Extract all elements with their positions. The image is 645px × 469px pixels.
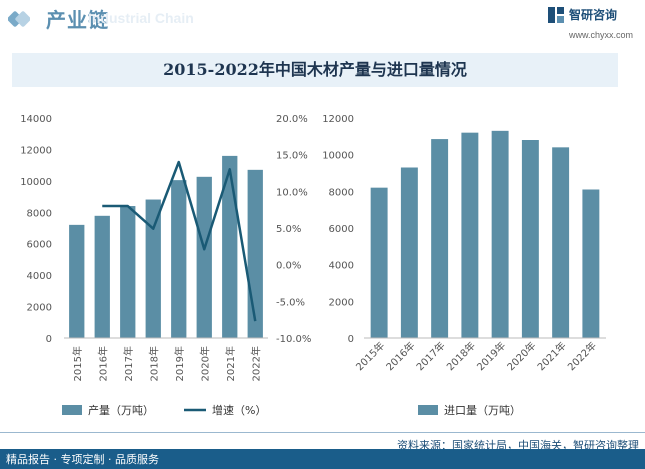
import-x-tick-label: 2021年: [534, 339, 568, 373]
production-bar: [94, 215, 110, 338]
production-chart: 0 2000 4000 6000 8000 10000 12000 14000 -10.0% -5…: [20, 114, 311, 417]
import-axis-tick-label: 6000: [329, 224, 354, 235]
left-axis-tick-label: 0: [46, 334, 52, 345]
import-chart: 0200040006000800010000120002015年2016年201…: [322, 114, 606, 417]
import-x-tick-label: 2020年: [504, 339, 538, 373]
import-x-tick-label: 2015年: [353, 339, 387, 373]
import-axis-tick-label: 4000: [329, 261, 354, 272]
footer-bar: 精品报告 · 专项定制 · 品质服务: [0, 449, 645, 469]
import-bar: [370, 187, 388, 338]
left-axis-tick-label: 14000: [20, 114, 52, 125]
import-x-tick-label: 2022年: [565, 339, 599, 373]
right-axis-tick-label: 5.0%: [276, 224, 301, 235]
page-title: 产业链: [46, 8, 109, 32]
left-axis-tick-label: 6000: [27, 240, 52, 251]
brand-logo: 智研咨询: [547, 6, 627, 24]
logo-icon: [548, 7, 564, 23]
legend-bar-swatch: [62, 405, 82, 415]
chart-title: 2015-2022年中国木材产量与进口量情况: [163, 60, 467, 79]
production-bar: [196, 176, 212, 338]
right-axis-tick-label: -5.0%: [276, 297, 305, 308]
charts-area: 0 2000 4000 6000 8000 10000 12000 14000 -10.0% -5…: [20, 114, 606, 417]
logo-text: 智研咨询: [569, 8, 618, 22]
production-bar: [145, 199, 161, 338]
import-axis-tick-label: 12000: [322, 114, 354, 125]
x-axis-tick-label: 2016年: [96, 346, 109, 381]
import-bar: [461, 132, 479, 338]
import-x-tick-label: 2017年: [413, 339, 447, 373]
x-axis-tick-label: 2015年: [71, 346, 84, 381]
left-axis-tick-label: 10000: [20, 177, 52, 188]
import-bar: [491, 130, 509, 338]
left-axis-tick-label: 2000: [27, 303, 52, 314]
import-x-tick-label: 2019年: [474, 339, 508, 373]
legend-label: 增速（%）: [212, 403, 266, 417]
header-watermark: Industrial Chain: [88, 10, 194, 26]
import-x-tick-label: 2018年: [444, 339, 478, 373]
import-bar: [400, 167, 418, 338]
header: 产业链 Industrial Chain 智研咨询 www.chyxx.com: [0, 0, 645, 40]
left-axis-tick-label: 4000: [27, 271, 52, 282]
legend-label: 产量（万吨）: [88, 403, 154, 417]
right-axis-tick-label: 10.0%: [276, 187, 308, 198]
right-axis-tick-label: 15.0%: [276, 151, 308, 162]
chart-title-band: 2015-2022年中国木材产量与进口量情况: [12, 53, 618, 87]
import-axis-tick-label: 8000: [329, 187, 354, 198]
x-axis-tick-label: 2020年: [198, 346, 211, 381]
import-legend-swatch: [418, 405, 438, 415]
site-url: www.chyxx.com: [568, 30, 633, 40]
chain-icon: [8, 11, 30, 27]
x-axis-tick-label: 2022年: [249, 346, 262, 381]
x-axis-tick-label: 2019年: [173, 346, 186, 381]
footer-divider: [0, 432, 645, 433]
import-bar: [431, 139, 449, 338]
right-axis-tick-label: 0.0%: [276, 261, 301, 272]
import-bar: [552, 147, 570, 338]
import-axis-tick-label: 10000: [322, 151, 354, 162]
source-note: 资料来源：国家统计局，中国海关，智研咨询整理: [397, 439, 639, 452]
import-x-tick-label: 2016年: [383, 339, 417, 373]
right-axis-tick-label: 20.0%: [276, 114, 308, 125]
import-bar: [582, 189, 600, 338]
import-axis-tick-label: 2000: [329, 297, 354, 308]
x-axis-tick-label: 2018年: [147, 346, 160, 381]
production-bar: [120, 206, 136, 338]
left-axis-tick-label: 12000: [20, 145, 52, 156]
production-bar: [171, 180, 187, 338]
growth-line: [102, 160, 257, 322]
import-bar: [521, 140, 539, 338]
left-axis-tick-label: 8000: [27, 208, 52, 219]
right-axis-tick-label: -10.0%: [276, 334, 311, 345]
production-bar: [69, 224, 85, 338]
import-legend-label: 进口量（万吨）: [444, 404, 521, 417]
production-bar: [247, 169, 263, 338]
x-axis-tick-label: 2021年: [224, 346, 237, 381]
import-axis-tick-label: 0: [348, 334, 354, 345]
production-bar: [222, 155, 238, 338]
x-axis-tick-label: 2017年: [122, 346, 135, 381]
footer-slogan: 精品报告 · 专项定制 · 品质服务: [6, 453, 159, 466]
